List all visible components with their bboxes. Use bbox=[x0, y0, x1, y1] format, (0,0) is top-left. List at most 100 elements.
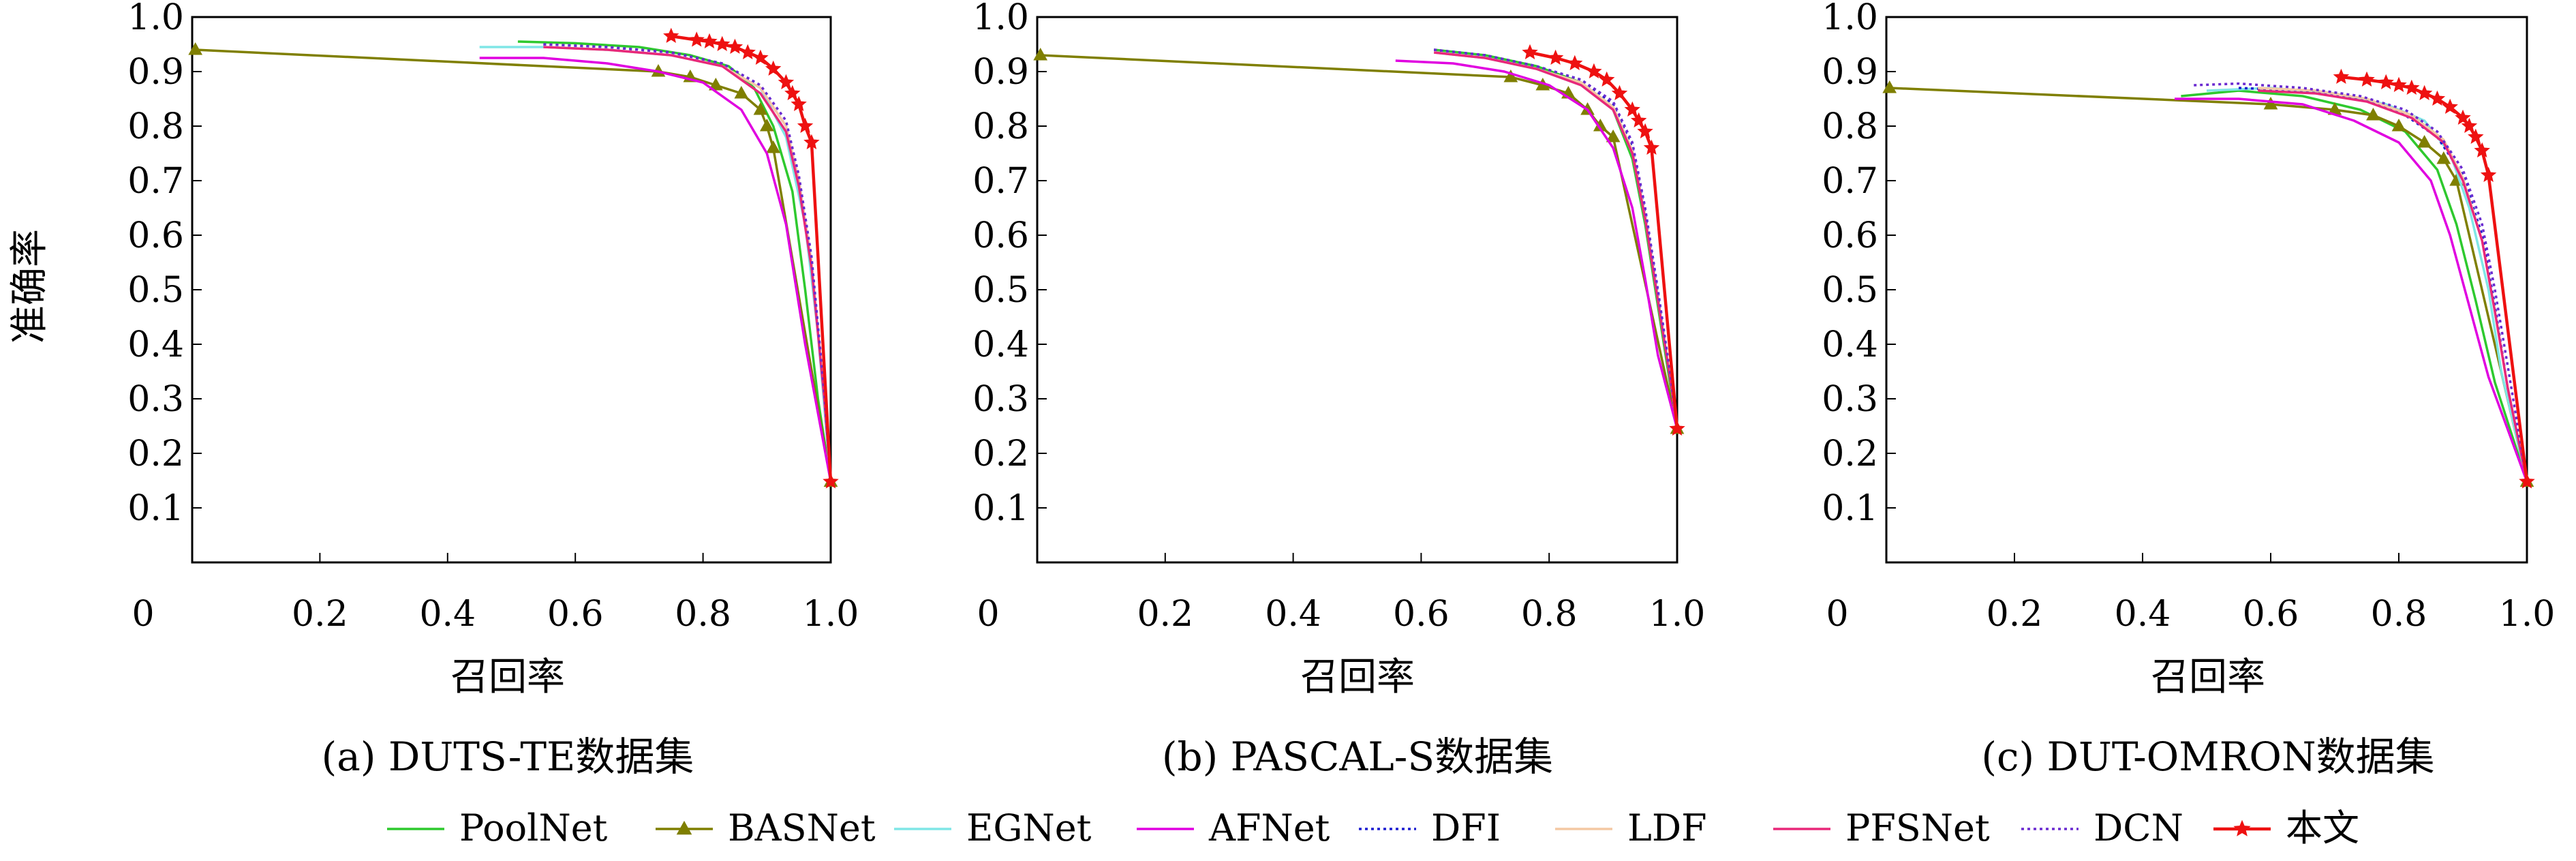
series-DCN bbox=[543, 43, 832, 482]
y-axis-title: 准确率 bbox=[7, 229, 52, 344]
data-point bbox=[803, 134, 820, 149]
series-line bbox=[195, 48, 832, 482]
data-point bbox=[1606, 129, 1621, 142]
y-tick-label: 0.8 bbox=[1822, 106, 1878, 147]
x-tick-label: 0.6 bbox=[1393, 594, 1450, 635]
series-line bbox=[1434, 48, 1678, 429]
legend-item-DFI: DFI bbox=[1359, 806, 1501, 849]
data-point bbox=[2333, 68, 2350, 84]
data-point bbox=[1547, 49, 1564, 65]
data-point bbox=[2436, 151, 2451, 164]
x-tick-label: 0 bbox=[977, 594, 999, 635]
legend-label: LDF bbox=[1627, 806, 1707, 849]
legend-item-EGNet: EGNet bbox=[894, 806, 1092, 849]
series-line bbox=[543, 43, 832, 482]
data-point bbox=[759, 118, 774, 132]
data-point bbox=[1503, 69, 1518, 82]
x-tick-label: 0.4 bbox=[1265, 594, 1321, 635]
series-AFNet bbox=[2175, 97, 2528, 483]
data-point bbox=[188, 42, 203, 55]
series-DFI bbox=[543, 43, 832, 482]
series-PoolNet bbox=[1434, 48, 1678, 429]
series-PoolNet bbox=[517, 40, 832, 482]
panel-dut-omron: 0.1 0.2 0.3 0.4 0.5 0.6 0.7 0.8 0.9 1.0 0 0.2 0.4 0.6… bbox=[1822, 0, 2555, 780]
y-tick-label: 0.9 bbox=[1822, 52, 1878, 93]
series-line bbox=[543, 46, 832, 482]
data-point bbox=[1669, 420, 1685, 436]
y-tick-label: 0.1 bbox=[127, 488, 184, 529]
data-point bbox=[791, 95, 807, 111]
y-tick-label: 0.9 bbox=[972, 52, 1029, 93]
series-line bbox=[1434, 48, 1678, 429]
data-point bbox=[778, 74, 795, 89]
x-tick-label: 0.8 bbox=[2371, 594, 2427, 635]
data-point bbox=[1637, 123, 1653, 138]
y-tick-label: 0.6 bbox=[127, 215, 184, 256]
series-PFSNet bbox=[2258, 89, 2528, 482]
series-line bbox=[1434, 51, 1678, 429]
series-line bbox=[2181, 89, 2528, 483]
series-BASNet bbox=[1033, 47, 1685, 434]
data-point bbox=[753, 102, 768, 115]
series-PFSNet bbox=[1434, 51, 1678, 429]
x-tick-label: 0 bbox=[132, 594, 154, 635]
legend-label: PoolNet bbox=[459, 806, 608, 849]
series-本文 bbox=[663, 27, 839, 489]
y-tick-label: 0.3 bbox=[1822, 379, 1878, 420]
series-line bbox=[543, 46, 832, 482]
data-point bbox=[734, 85, 749, 99]
x-tick-label: 0.8 bbox=[1521, 594, 1578, 635]
data-point bbox=[688, 31, 705, 47]
series-DFI bbox=[1434, 48, 1678, 429]
legend-item-AFNet: AFNet bbox=[1137, 806, 1330, 849]
series-line bbox=[1434, 51, 1678, 429]
y-tick-label: 0.3 bbox=[127, 379, 184, 420]
series-line bbox=[479, 57, 832, 482]
y-tick-label: 0.2 bbox=[1822, 434, 1878, 474]
tick-labels: 0.1 0.2 0.3 0.4 0.5 0.6 0.7 0.8 0.9 1.0 0 0.2 0.4 0.6… bbox=[972, 0, 1705, 635]
legend-label: DCN bbox=[2094, 806, 2183, 849]
series-lines bbox=[1033, 44, 1685, 436]
axis-frame bbox=[191, 16, 832, 564]
series-line bbox=[1434, 51, 1678, 429]
legend-marker bbox=[676, 820, 692, 835]
data-point bbox=[2404, 79, 2420, 95]
series-DCN bbox=[2194, 82, 2528, 482]
data-point bbox=[2391, 118, 2406, 132]
y-tick-label: 0.1 bbox=[972, 488, 1029, 529]
series-AFNet bbox=[479, 57, 832, 482]
y-tick-label: 0.2 bbox=[972, 434, 1029, 474]
x-tick-label: 0 bbox=[1826, 594, 1848, 635]
y-tick-label: 0.1 bbox=[1822, 488, 1878, 529]
data-point bbox=[766, 140, 781, 153]
y-tick-label: 0.7 bbox=[972, 161, 1029, 202]
series-本文 bbox=[1522, 44, 1685, 436]
series-本文 bbox=[2333, 68, 2535, 489]
plot-frame bbox=[1036, 16, 1678, 564]
series-line bbox=[543, 43, 832, 482]
series-lines bbox=[188, 27, 839, 489]
series-LDF bbox=[543, 46, 832, 482]
y-tick-label: 0.4 bbox=[127, 324, 184, 365]
data-point bbox=[784, 85, 801, 100]
legend: PoolNet BASNet EGNet AFNet DFI LDF PFSNet DCN 本文 bbox=[387, 806, 2359, 849]
data-point bbox=[1611, 85, 1628, 100]
series-line bbox=[1889, 87, 2528, 482]
legend-label: DFI bbox=[1431, 806, 1501, 849]
data-point bbox=[2359, 71, 2375, 87]
series-BASNet bbox=[1882, 80, 2534, 487]
y-tick-label: 1.0 bbox=[127, 0, 184, 38]
series-PoolNet bbox=[2181, 89, 2528, 483]
legend-item-DCN: DCN bbox=[2021, 806, 2183, 849]
legend-item-PFSNet: PFSNet bbox=[1773, 806, 1990, 849]
series-PFSNet bbox=[543, 46, 832, 482]
series-line bbox=[517, 40, 832, 482]
legend-item-PoolNet: PoolNet bbox=[387, 806, 608, 849]
series-LDF bbox=[1434, 51, 1678, 429]
y-tick-label: 0.3 bbox=[972, 379, 1029, 420]
series-AFNet bbox=[1395, 59, 1678, 429]
panel-pascal-s: 0.1 0.2 0.3 0.4 0.5 0.6 0.7 0.8 0.9 1.0 0 0.2 0.4 0.6… bbox=[972, 0, 1705, 780]
panel-caption: (c) DUT-OMRON数据集 bbox=[1981, 734, 2434, 780]
data-point bbox=[714, 35, 731, 51]
